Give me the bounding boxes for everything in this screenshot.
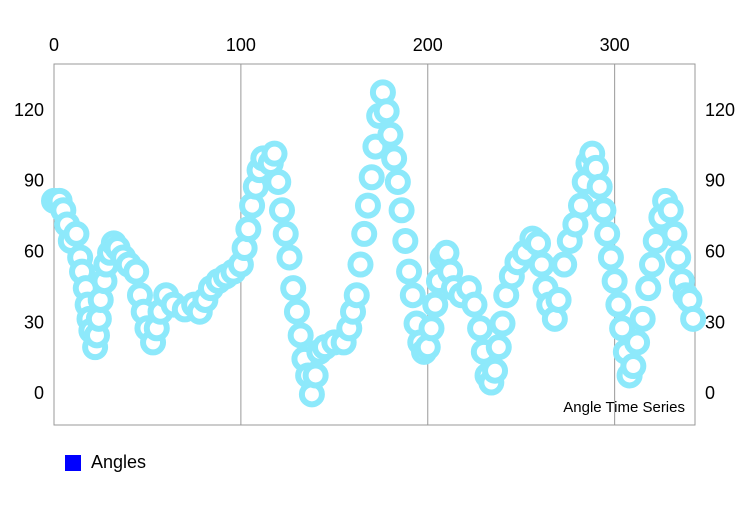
point bbox=[665, 244, 692, 271]
description: Angle Time Series bbox=[563, 399, 685, 416]
point bbox=[657, 197, 684, 224]
y2-tick-label: 60 bbox=[705, 242, 725, 262]
point bbox=[601, 268, 628, 295]
point bbox=[635, 275, 662, 302]
point bbox=[123, 258, 150, 285]
point bbox=[586, 173, 613, 200]
x-tick-label: 200 bbox=[413, 35, 443, 55]
point bbox=[545, 286, 572, 313]
point bbox=[63, 220, 90, 247]
point bbox=[422, 291, 449, 318]
point bbox=[461, 291, 488, 318]
point bbox=[594, 220, 621, 247]
x-tick-label: 100 bbox=[226, 35, 256, 55]
point bbox=[381, 145, 408, 172]
point bbox=[392, 227, 419, 254]
point bbox=[639, 251, 666, 278]
y-tick-label: 0 bbox=[34, 383, 44, 403]
y-tick-label: 30 bbox=[24, 312, 44, 332]
point bbox=[609, 315, 636, 342]
point bbox=[268, 197, 295, 224]
point bbox=[358, 164, 385, 191]
point bbox=[347, 251, 374, 278]
point bbox=[525, 230, 552, 257]
point bbox=[354, 192, 381, 219]
y2-tick-label: 90 bbox=[705, 171, 725, 191]
point bbox=[276, 244, 303, 271]
point bbox=[235, 216, 262, 243]
y-tick-label: 120 bbox=[14, 100, 44, 120]
point bbox=[384, 168, 411, 195]
point bbox=[399, 282, 426, 309]
point bbox=[396, 258, 423, 285]
point bbox=[661, 220, 688, 247]
point bbox=[590, 197, 617, 224]
point bbox=[467, 315, 494, 342]
y2-tick-label: 30 bbox=[705, 312, 725, 332]
point bbox=[485, 334, 512, 361]
y-tick-label: 90 bbox=[24, 171, 44, 191]
point bbox=[624, 329, 651, 356]
point bbox=[629, 305, 656, 332]
point bbox=[377, 121, 404, 148]
point bbox=[261, 140, 288, 167]
point bbox=[388, 197, 415, 224]
point bbox=[302, 362, 329, 389]
point bbox=[351, 220, 378, 247]
point bbox=[568, 192, 595, 219]
point bbox=[482, 357, 509, 384]
point bbox=[283, 298, 310, 325]
point bbox=[528, 251, 555, 278]
point bbox=[620, 353, 647, 380]
point bbox=[280, 275, 307, 302]
y-tick-label: 60 bbox=[24, 242, 44, 262]
point bbox=[287, 322, 314, 349]
y2-tick-label: 0 bbox=[705, 383, 715, 403]
point bbox=[680, 305, 707, 332]
legend-label: Angles bbox=[91, 452, 146, 472]
point bbox=[343, 282, 370, 309]
point bbox=[265, 168, 292, 195]
point bbox=[489, 310, 516, 337]
legend-swatch bbox=[65, 455, 81, 471]
point bbox=[373, 98, 400, 125]
point bbox=[597, 244, 624, 271]
point bbox=[272, 220, 299, 247]
x-tick-label: 0 bbox=[49, 35, 59, 55]
x-tick-label: 300 bbox=[600, 35, 630, 55]
point bbox=[605, 291, 632, 318]
point bbox=[418, 315, 445, 342]
point bbox=[551, 251, 578, 278]
y2-tick-label: 120 bbox=[705, 100, 735, 120]
